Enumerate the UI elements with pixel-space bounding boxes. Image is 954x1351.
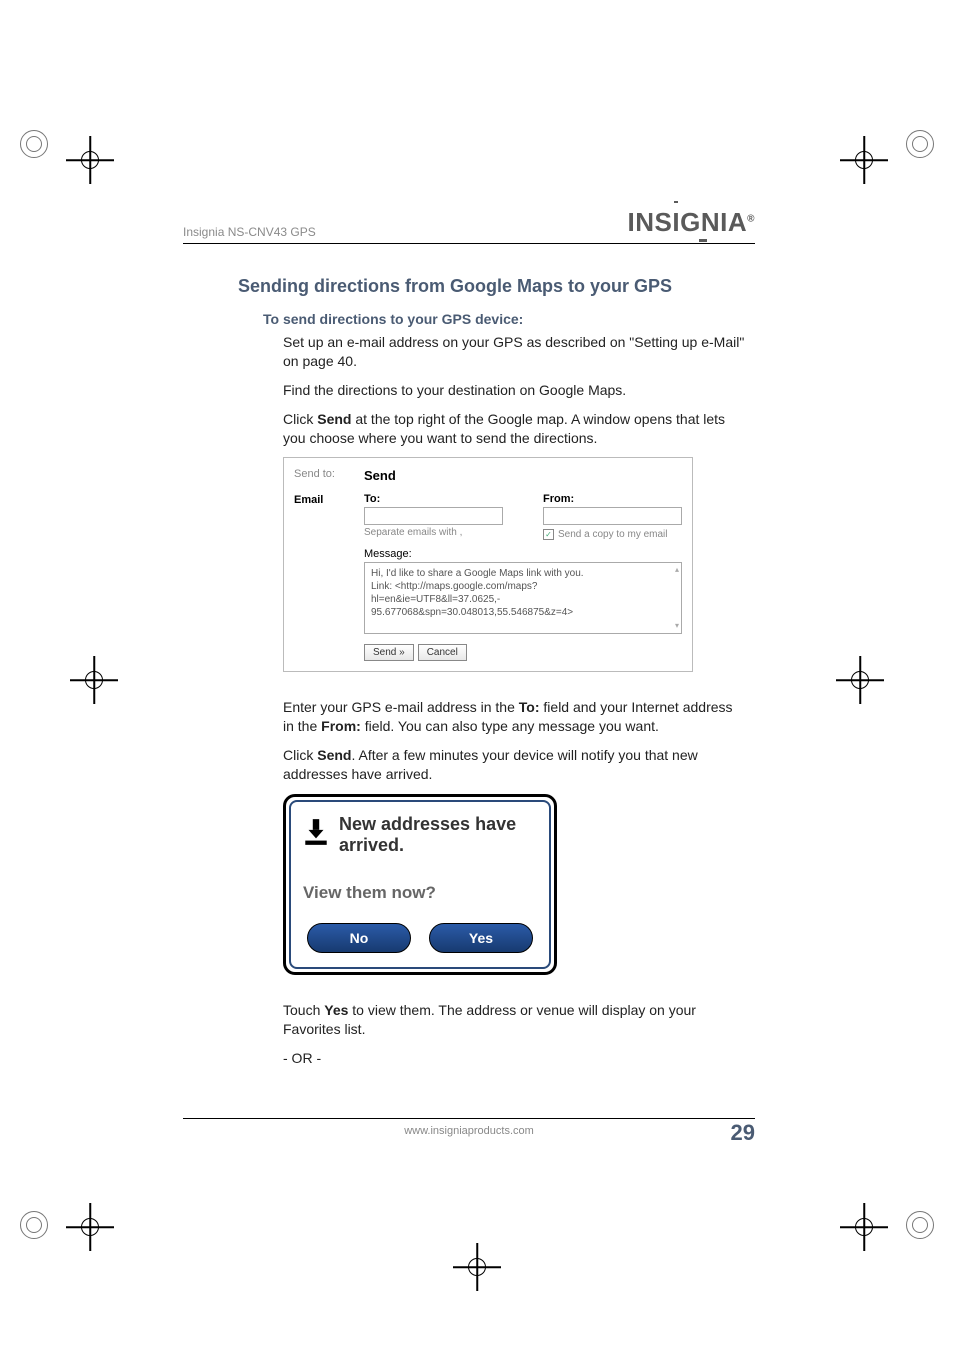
- gps-notification-question: View them now?: [303, 883, 537, 903]
- send-dialog-main: Send To: Separate emails with , From: ✓ …: [364, 468, 682, 661]
- separate-hint: Separate emails with ,: [364, 527, 503, 538]
- to-input[interactable]: [364, 507, 503, 525]
- step-2: Find the directions to your destination …: [283, 381, 745, 400]
- message-line2: Link: <http://maps.google.com/maps?: [371, 580, 675, 593]
- message-label: Message:: [364, 548, 682, 560]
- subsection-title: To send directions to your GPS device:: [263, 311, 755, 327]
- or-separator: - OR -: [283, 1049, 745, 1068]
- section-title: Sending directions from Google Maps to y…: [238, 276, 755, 297]
- message-line1: Hi, I'd like to share a Google Maps link…: [371, 567, 675, 580]
- from-label: From:: [543, 493, 682, 505]
- scroll-down-icon: ▾: [675, 621, 679, 631]
- send-dialog-email-tab[interactable]: Email: [294, 494, 364, 506]
- step-5: Click Send. After a few minutes your dev…: [283, 746, 745, 784]
- message-textarea[interactable]: ▴ Hi, I'd like to share a Google Maps li…: [364, 562, 682, 634]
- step-4-e: field. You can also type any message you…: [361, 718, 659, 734]
- step-4: Enter your GPS e-mail address in the To:…: [283, 698, 745, 736]
- page-content: Insignia NS-CNV43 GPS INSIGNIA® Sending …: [183, 225, 755, 1068]
- from-input[interactable]: [543, 507, 682, 525]
- gps-yes-button[interactable]: Yes: [429, 923, 533, 953]
- footer-rule: [183, 1118, 755, 1119]
- step-3-pre: Click: [283, 411, 317, 427]
- step-6-b: Yes: [324, 1002, 348, 1018]
- crosshair-top-right: [840, 136, 888, 184]
- header-rule: [183, 243, 755, 244]
- dialog-send-button[interactable]: Send »: [364, 644, 414, 661]
- gps-notification-screenshot: New addresses have arrived. View them no…: [283, 794, 557, 975]
- download-icon: [303, 817, 329, 852]
- message-line3: hl=en&ie=UTF8&ll=37.0625,-: [371, 593, 675, 606]
- step-3: Click Send at the top right of the Googl…: [283, 410, 745, 448]
- page-number: 29: [731, 1120, 755, 1146]
- dialog-cancel-button[interactable]: Cancel: [418, 644, 467, 661]
- crosshair-bottom-right: [840, 1203, 888, 1251]
- crosshair-mid-right: [836, 656, 884, 704]
- send-dialog-sendto-label: Send to:: [294, 468, 364, 480]
- step-1: Set up an e-mail address on your GPS as …: [283, 333, 745, 371]
- page-footer: www.insigniaproducts.com 29: [183, 1118, 755, 1137]
- step-4-a: Enter your GPS e-mail address in the: [283, 699, 519, 715]
- copy-checkbox-label: Send a copy to my email: [558, 529, 668, 540]
- to-label: To:: [364, 493, 503, 505]
- gps-no-button[interactable]: No: [307, 923, 411, 953]
- message-line4: 95.677068&spn=30.048013,55.546875&z=4>: [371, 606, 675, 619]
- step-5-b: Send: [317, 747, 351, 763]
- crosshair-mid-left: [70, 656, 118, 704]
- scroll-up-icon: ▴: [675, 565, 679, 575]
- brand-logo: INSIGNIA®: [628, 207, 755, 238]
- footer-url: www.insigniaproducts.com: [183, 1125, 755, 1137]
- step-5-a: Click: [283, 747, 317, 763]
- send-dialog-screenshot: Send to: Email Send To: Separate emails …: [283, 457, 693, 672]
- gps-notification-title: New addresses have arrived.: [339, 814, 537, 855]
- send-dialog-sidebar: Send to: Email: [294, 468, 364, 661]
- crosshair-bottom-left: [66, 1203, 114, 1251]
- crosshair-top-left: [66, 136, 114, 184]
- step-6-a: Touch: [283, 1002, 324, 1018]
- crosshair-bottom-center: [453, 1243, 501, 1291]
- step-3-bold: Send: [317, 411, 351, 427]
- send-dialog-title: Send: [364, 468, 682, 483]
- step-6: Touch Yes to view them. The address or v…: [283, 1001, 745, 1039]
- step-4-d: From:: [321, 718, 361, 734]
- step-4-b: To:: [519, 699, 540, 715]
- copy-checkbox[interactable]: ✓: [543, 529, 554, 540]
